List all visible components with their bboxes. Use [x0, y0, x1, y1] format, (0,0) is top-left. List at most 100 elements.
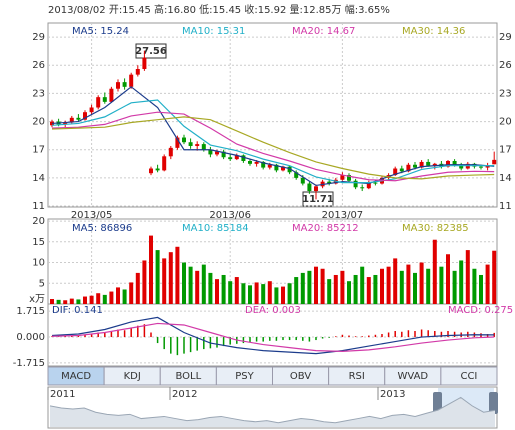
legend-entry: MA30: 82385	[402, 223, 469, 234]
volume-bar	[485, 264, 490, 304]
tab-label[interactable]: KDJ	[124, 371, 141, 382]
volume-bar	[69, 298, 74, 304]
y-tick-label: 20	[32, 117, 45, 128]
volume-bar	[201, 264, 206, 304]
volume-bar	[340, 270, 345, 304]
legend-entry: MA20: 14.67	[292, 26, 355, 37]
y-tick-label: 23	[32, 88, 45, 99]
volume-bar	[63, 300, 68, 304]
candle-body	[254, 161, 259, 164]
candle-body	[241, 155, 246, 161]
y-tick-label: 23	[499, 88, 512, 99]
overview-area	[50, 397, 495, 427]
candle-body	[116, 82, 120, 89]
tab-label[interactable]: PSY	[235, 371, 254, 382]
line	[51, 86, 495, 187]
candle-body	[109, 88, 114, 102]
volume-bar	[129, 282, 134, 304]
candle-body	[155, 168, 160, 171]
annotation-box	[135, 43, 167, 59]
volume-bar	[333, 274, 338, 304]
candle-body	[399, 168, 404, 172]
y-tick-label: 29	[32, 32, 45, 43]
volume-bar	[281, 286, 285, 304]
legend-entry: MA10: 85184	[182, 223, 249, 234]
candle-body	[373, 182, 378, 184]
volume-bar	[472, 268, 477, 304]
y-tick-label: 10	[32, 258, 45, 269]
y-tick-label: 14	[499, 173, 512, 184]
candle-body	[248, 161, 252, 164]
tab-label[interactable]: RSI	[349, 371, 365, 382]
candle-body	[83, 112, 87, 120]
candle-body	[327, 181, 332, 184]
line	[51, 99, 495, 184]
volume-bar	[300, 272, 305, 304]
candle-body	[215, 151, 219, 155]
volume-bar	[426, 268, 431, 304]
legend-entry: MA5: 15.24	[72, 26, 129, 37]
candle-body	[63, 122, 68, 125]
volume-bar	[155, 250, 160, 304]
volume-bar	[287, 283, 292, 304]
candle-body	[175, 137, 180, 148]
candle-body	[347, 175, 351, 181]
candle-body	[182, 137, 186, 143]
tab-label[interactable]: WVAD	[397, 371, 428, 382]
volume-bar	[56, 299, 61, 304]
candle-body	[267, 164, 272, 168]
volume-bar	[175, 246, 180, 304]
volume-bar	[459, 260, 464, 304]
volume-bar	[320, 268, 325, 304]
slider-handle-left[interactable]	[433, 392, 442, 414]
overview-line	[49, 396, 496, 424]
candle-body	[221, 151, 226, 158]
candle-body	[287, 166, 292, 173]
volume-bar	[162, 258, 167, 304]
volume-bar	[399, 270, 404, 304]
candle-body	[459, 164, 464, 169]
legend-entry: MACD: 0.275	[448, 305, 513, 316]
candle-body	[479, 166, 483, 168]
overview-label: 2011	[50, 389, 75, 400]
volume-bar	[274, 287, 279, 304]
y-tick-label: 0.000	[16, 332, 45, 343]
volume-bar	[294, 277, 299, 304]
candle-body	[452, 161, 457, 165]
volume-bar	[109, 291, 114, 304]
y-tick-label: 20	[499, 117, 512, 128]
slider-handle-right[interactable]	[489, 392, 498, 414]
candle-body	[432, 163, 437, 166]
tab[interactable]	[440, 366, 498, 386]
volume-bar	[234, 277, 239, 304]
line	[51, 316, 495, 355]
unit-label: x万	[29, 294, 45, 305]
y-tick-label: 29	[499, 32, 512, 43]
volume-bar	[380, 268, 384, 304]
volume-bar	[135, 272, 140, 304]
volume-bar	[432, 239, 437, 304]
x-tick-label: 2013/06	[209, 210, 251, 221]
volume-bar	[208, 272, 213, 304]
volume-bar	[248, 285, 252, 304]
x-tick-label: 2013/05	[71, 210, 113, 221]
line	[51, 116, 495, 180]
candle-body	[413, 164, 417, 168]
tab-label[interactable]: OBV	[290, 371, 311, 382]
volume-bar	[492, 250, 497, 304]
candle-body	[195, 144, 200, 146]
candle-body	[274, 164, 279, 171]
tab-label[interactable]: MACD	[61, 371, 91, 382]
tab-label[interactable]: BOLL	[175, 371, 201, 382]
candle-body	[492, 159, 497, 165]
candle-body	[162, 156, 167, 171]
overview-label: 2012	[172, 389, 197, 400]
tab-label[interactable]: CCI	[460, 371, 477, 382]
y-tick-label: 11	[499, 201, 512, 212]
candle-body	[102, 97, 107, 102]
candle-body	[122, 82, 127, 87]
y-tick-label: 20	[32, 216, 45, 227]
candle-body	[366, 182, 371, 189]
legend-entry: DEA: 0.003	[245, 305, 301, 316]
